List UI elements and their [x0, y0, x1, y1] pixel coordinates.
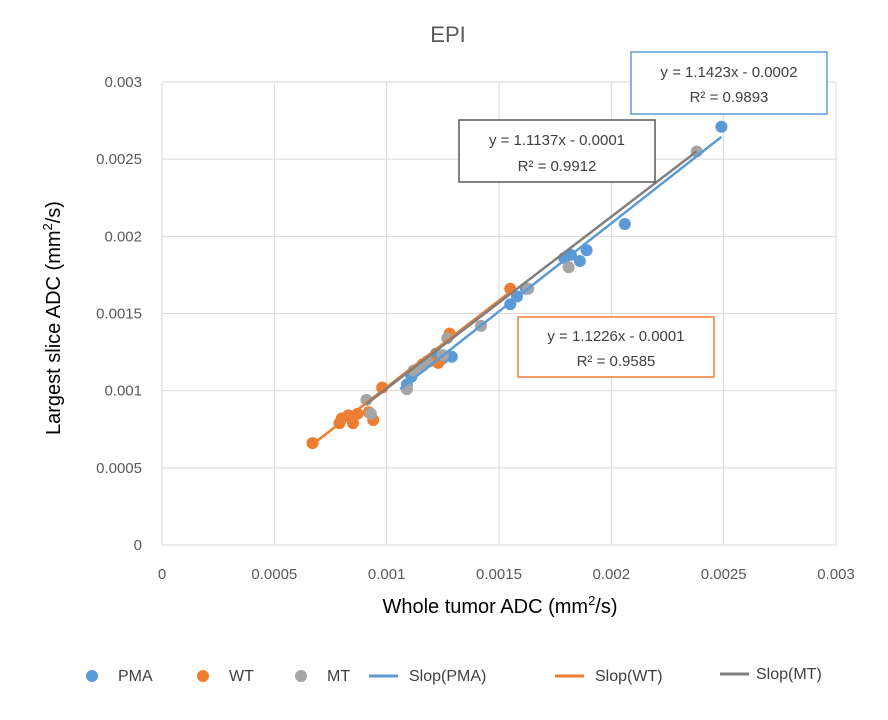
y-tick-label: 0.001	[104, 383, 142, 400]
legend-label-slop-wt: Slop(WT)	[595, 668, 663, 685]
y-tick-label: 0.0005	[96, 460, 142, 477]
trendline-slop-pma	[399, 135, 723, 390]
legend-label-slop-mt: Slop(MT)	[756, 666, 822, 683]
y-tick-label: 0.0015	[96, 306, 142, 323]
x-axis-ticks: 0 0.0005 0.001 0.0015 0.002 0.0025 0.003	[158, 566, 855, 583]
point-pma	[715, 120, 728, 133]
y-axis-title: Largest slice ADC (mm2/s)	[40, 201, 65, 435]
equation-wt: y = 1.1226x - 0.0001	[547, 328, 684, 345]
equation-box-wt-frame	[517, 316, 715, 378]
legend-label-wt: WT	[229, 668, 254, 685]
data-points	[306, 120, 728, 450]
legend: PMA WT MT Slop(PMA) Slop(WT) Slop(MT)	[86, 666, 822, 685]
legend-label-slop-pma: Slop(PMA)	[409, 668, 486, 685]
equation-mt: y = 1.1137x - 0.0001	[489, 132, 625, 149]
y-tick-label: 0.002	[104, 228, 142, 245]
equation-box-pma: y = 1.1423x - 0.0002 R² = 0.9893	[630, 51, 828, 115]
y-axis-ticks: 0 0.0005 0.001 0.0015 0.002 0.0025 0.003	[96, 74, 142, 554]
equation-box-wt: y = 1.1226x - 0.0001 R² = 0.9585	[517, 316, 715, 378]
legend-marker-wt	[197, 670, 209, 682]
x-axis-title: Whole tumor ADC (mm2/s)	[382, 593, 617, 618]
point-mt	[364, 407, 377, 420]
legend-marker-pma	[86, 670, 98, 682]
legend-label-mt: MT	[327, 668, 350, 685]
point-pma	[580, 244, 593, 257]
x-tick-label: 0	[158, 566, 166, 583]
x-tick-label: 0.001	[368, 566, 406, 583]
y-tick-label: 0.0025	[96, 151, 142, 168]
y-tick-label: 0	[134, 537, 142, 554]
x-tick-label: 0.0025	[701, 566, 747, 583]
x-tick-label: 0.002	[593, 566, 631, 583]
x-tick-label: 0.0005	[251, 566, 297, 583]
x-tick-label: 0.003	[817, 566, 855, 583]
point-wt	[346, 417, 359, 430]
chart-title: EPI	[430, 22, 465, 47]
point-pma	[573, 255, 586, 268]
point-mt	[562, 261, 575, 274]
legend-label-pma: PMA	[118, 668, 153, 685]
point-pma	[445, 350, 458, 363]
equation-box-mt: y = 1.1137x - 0.0001 R² = 0.9912	[458, 119, 656, 183]
r2-wt: R² = 0.9585	[577, 353, 656, 370]
r2-mt: R² = 0.9912	[518, 158, 597, 175]
r2-pma: R² = 0.9893	[690, 89, 769, 106]
trendline-slop-mt	[365, 150, 698, 406]
trendlines	[311, 135, 723, 446]
point-pma	[618, 217, 631, 230]
equation-box-pma-frame	[630, 51, 828, 115]
legend-marker-mt	[295, 670, 307, 682]
x-tick-label: 0.0015	[476, 566, 522, 583]
y-tick-label: 0.003	[104, 74, 142, 91]
equation-pma: y = 1.1423x - 0.0002	[660, 64, 797, 81]
equation-box-mt-frame	[458, 119, 656, 183]
